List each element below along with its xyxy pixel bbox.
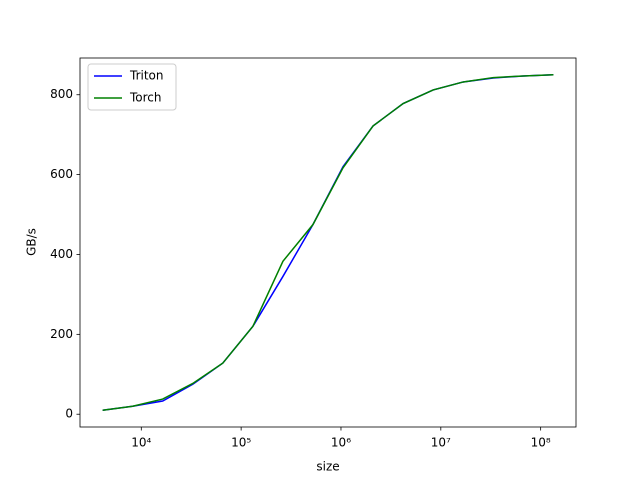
plot-frame [79,57,577,428]
y-tick-label: 0 [65,407,73,421]
x-tick-label: 10⁵ [231,436,251,450]
y-tick-label: 600 [50,167,73,181]
series-line [102,74,554,411]
legend-label: Torch [129,91,162,105]
x-tick-label: 10⁴ [131,436,151,450]
y-tick-label: 800 [50,87,73,101]
x-tick-label: 10⁶ [331,436,351,450]
x-tick-label: 10⁸ [531,436,551,450]
legend-label: Triton [129,69,164,83]
y-tick-label: 200 [50,327,73,341]
y-axis-label: GB/s [25,228,39,256]
y-tick-label: 400 [50,247,73,261]
x-tick-label: 10⁷ [431,436,451,450]
x-axis-label: size [316,460,339,474]
